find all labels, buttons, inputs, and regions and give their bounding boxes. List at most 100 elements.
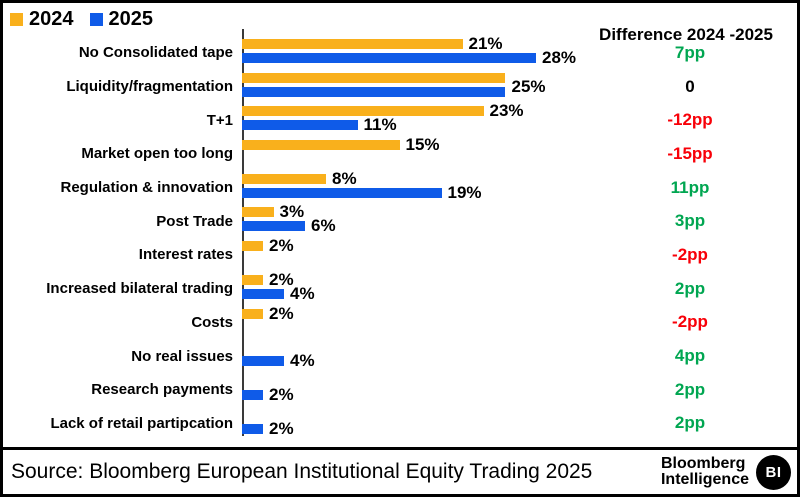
bar-value-label: 2% (269, 418, 294, 438)
bars-cell: 21% 28% (242, 34, 583, 70)
bar-2025 (242, 187, 442, 198)
bar-2024 (242, 106, 484, 117)
category-label: Costs (191, 313, 233, 331)
bar-2025 (242, 288, 284, 299)
bars-cell: 23% 11% (242, 101, 583, 137)
chart-row: Research payments 2% 2pp (3, 373, 797, 407)
bar-line (242, 323, 583, 333)
bar-value-label: 15% (405, 135, 440, 155)
bloomberg-intelligence-wordmark: Bloomberg Intelligence (661, 456, 749, 488)
bar-2024 (242, 39, 463, 49)
bars-cell: 2% (242, 407, 583, 441)
category-label: Post Trade (156, 212, 233, 230)
bar-2025 (242, 356, 284, 367)
chart-row: Liquidity/fragmentation 25% 0 (3, 70, 797, 104)
chart-row: Increased bilateral trading 2% 4% 2pp (3, 269, 797, 306)
chart-row: Interest rates 2% -2pp (3, 236, 797, 272)
bar-value-label: 4% (290, 283, 315, 303)
bar-value-label: 2% (269, 269, 294, 289)
bar-value-label: 28% (542, 48, 577, 67)
difference-value: 2pp (674, 278, 706, 298)
legend-item-2024: 2024 (10, 8, 74, 31)
category-label: Lack of retail partipcation (50, 414, 233, 432)
category-label: Market open too long (81, 145, 233, 163)
legend: 2024 2025 (10, 8, 153, 31)
bar-2025 (242, 86, 505, 97)
bar-value-label: 11% (363, 115, 397, 135)
bar-line (242, 255, 583, 265)
bar-value-label: 4% (290, 351, 315, 371)
legend-item-2025: 2025 (89, 8, 154, 31)
legend-label-2025: 2025 (108, 8, 154, 30)
category-label: Interest rates (138, 246, 233, 264)
category-label: Research payments (91, 381, 233, 399)
bar-2024 (242, 72, 505, 83)
bars-cell: 2% 4% (242, 269, 583, 306)
bar-line: 19% (242, 184, 583, 201)
source-text: Source: Bloomberg European Institutional… (11, 460, 593, 483)
difference-column-header: Difference 2024 -2025 (599, 25, 773, 44)
difference-value: -15pp (667, 143, 713, 163)
difference-value: 3pp (674, 211, 706, 231)
bar-line: 21% (242, 34, 583, 53)
bars-cell: 15% (242, 135, 583, 171)
bar-line: 2% (242, 269, 583, 289)
difference-value: 11pp (670, 177, 710, 197)
bar-2024 (242, 140, 400, 151)
bar-2025 (242, 53, 536, 63)
bar-line: 2% (242, 384, 583, 404)
chart-row: Lack of retail partipcation 2% 2pp (3, 407, 797, 441)
bar-2024 (242, 241, 263, 252)
difference-value: 7pp (674, 42, 706, 62)
bar-line: 2% (242, 418, 583, 438)
bar-2024 (242, 274, 263, 285)
bar-line: 4% (242, 283, 583, 303)
bar-2025 (242, 221, 305, 232)
bar-value-label: 23% (489, 101, 524, 121)
bar-value-label: 2% (269, 384, 294, 404)
logo-line1: Bloomberg (660, 455, 746, 472)
category-label: No Consolidated tape (78, 44, 233, 62)
category-label: No real issues (131, 347, 233, 365)
source-bar: Source: Bloomberg European Institutional… (3, 447, 797, 494)
bar-2025 (242, 389, 263, 400)
bar-2024 (242, 207, 274, 218)
chart-area: 2024 2025 Difference 2024 -2025 No Conso… (3, 3, 797, 447)
bi-badge-icon: BI (756, 454, 791, 490)
difference-value: -2pp (672, 312, 708, 332)
difference-value: 4pp (674, 346, 706, 366)
bar-line: 15% (242, 135, 583, 155)
chart-row: No real issues 4% 4pp (3, 339, 797, 373)
bars-cell: 2% (242, 236, 583, 272)
bar-value-label-shared: 25% (511, 76, 546, 96)
chart-row: Market open too long 15% -15pp (3, 135, 797, 171)
category-label: Liquidity/fragmentation (66, 78, 233, 96)
bars-cell: 4% (242, 339, 583, 373)
bar-line: 28% (242, 48, 583, 67)
bar-line: 23% (242, 101, 583, 121)
bar-2025 (242, 120, 358, 131)
chart-row: Costs 2% -2pp (3, 303, 797, 340)
bar-value-label: 2% (269, 303, 294, 323)
bar-value-label: 21% (468, 34, 503, 53)
logo-line2: Intelligence (660, 471, 749, 488)
bar-rows: No Consolidated tape 21% 28% 7pp Liquidity/f… (3, 34, 797, 441)
legend-swatch-2024 (10, 13, 23, 26)
category-label: Regulation & innovation (60, 179, 234, 197)
bar-line: 3% (242, 202, 583, 222)
bars-cell: 3% 6% (242, 202, 583, 238)
legend-swatch-2025 (89, 13, 103, 26)
bar-value-label: 8% (332, 168, 357, 188)
bar-line: 6% (242, 217, 583, 234)
bar-line (242, 154, 583, 164)
difference-value: -2pp (672, 244, 708, 264)
bar-value-label: 3% (279, 202, 305, 222)
bars-cell: 2% (242, 373, 583, 407)
chart-row: T+1 23% 11% -12pp (3, 101, 797, 137)
bar-line (242, 72, 583, 83)
bar-line (242, 86, 583, 97)
category-axis-line (242, 29, 244, 436)
bar-2024 (242, 173, 326, 184)
bar-value-label: 2% (269, 236, 294, 256)
